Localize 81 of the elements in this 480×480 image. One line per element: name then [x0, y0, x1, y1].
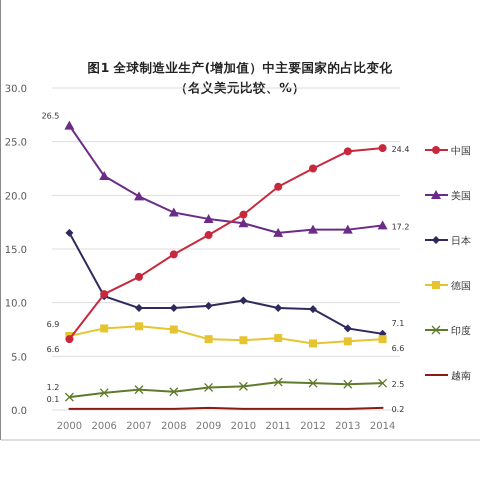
- x-tick-label: 2009: [196, 421, 222, 432]
- legend-label: 美国: [451, 190, 471, 202]
- x-tick-label: 2000: [56, 421, 82, 432]
- y-tick-label: 0.0: [11, 406, 27, 417]
- point: [239, 296, 248, 305]
- point: [378, 220, 388, 230]
- chart-title: 图1 全球制造业生产(增加值）中主要国家的占比变化: [88, 60, 394, 75]
- data-label: 26.5: [42, 112, 60, 121]
- y-tick-label: 25.0: [4, 138, 27, 149]
- legend-label: 日本: [451, 235, 471, 247]
- x-tick-label: 2007: [126, 421, 152, 432]
- legend-label: 中国: [451, 145, 471, 157]
- x-tick-label: 2008: [161, 421, 187, 432]
- point: [274, 334, 282, 342]
- point: [344, 324, 352, 332]
- data-label: 7.1: [392, 318, 404, 328]
- data-label: 6.6: [46, 345, 60, 354]
- point: [99, 171, 110, 180]
- legend-label: 越南: [451, 370, 471, 382]
- point: [135, 322, 143, 330]
- point: [204, 214, 214, 223]
- point: [274, 304, 282, 312]
- point: [135, 304, 143, 312]
- point: [344, 147, 352, 156]
- data-label: 17.2: [392, 222, 410, 232]
- data-label: 6.6: [392, 344, 404, 354]
- point: [238, 382, 248, 392]
- point: [309, 305, 317, 314]
- point: [204, 382, 214, 392]
- point: [100, 324, 108, 332]
- point: [168, 208, 179, 217]
- point: [309, 339, 317, 348]
- point: [342, 224, 353, 234]
- point: [239, 336, 248, 344]
- point: [344, 337, 352, 346]
- point: [239, 210, 248, 219]
- point: [170, 304, 178, 312]
- x-tick-label: 2013: [335, 421, 361, 432]
- point: [238, 218, 248, 228]
- point: [170, 326, 178, 334]
- data-label: 24.4: [392, 145, 410, 154]
- data-label: 2.5: [392, 380, 404, 390]
- data-label: 0.2: [392, 404, 404, 414]
- y-tick-label: 5.0: [11, 352, 27, 364]
- point: [273, 228, 284, 237]
- point: [274, 377, 283, 387]
- point: [170, 250, 178, 258]
- point: [343, 380, 352, 389]
- x-tick-label: 2011: [265, 421, 291, 432]
- x-tick-label: 2014: [370, 421, 396, 432]
- legend-label: 印度: [451, 325, 471, 337]
- point: [204, 231, 213, 240]
- data-label: 1.2: [46, 383, 60, 392]
- point: [65, 335, 74, 344]
- y-tick-label: 15.0: [4, 245, 27, 256]
- point: [274, 182, 282, 191]
- point: [134, 384, 144, 394]
- x-tick-label: 2010: [230, 421, 256, 432]
- y-tick-label: 10.0: [4, 298, 27, 310]
- point: [100, 388, 109, 398]
- x-tick-label: 2012: [300, 421, 326, 432]
- point: [308, 224, 318, 234]
- point: [65, 228, 74, 237]
- data-label: 6.9: [46, 320, 60, 329]
- point: [309, 164, 317, 172]
- y-tick-label: 20.0: [4, 191, 27, 202]
- point: [134, 191, 144, 200]
- point: [64, 120, 74, 130]
- legend-label: 德国: [451, 281, 471, 292]
- x-tick-label: 2006: [91, 421, 117, 432]
- point: [378, 378, 388, 388]
- point: [308, 378, 318, 388]
- point: [204, 335, 213, 344]
- point: [64, 392, 74, 402]
- point: [135, 272, 143, 281]
- point: [169, 387, 178, 396]
- point: [204, 302, 213, 310]
- y-tick-label: 30.0: [4, 84, 27, 95]
- point: [378, 335, 387, 344]
- data-label: 0.1: [46, 394, 60, 404]
- point: [378, 144, 387, 152]
